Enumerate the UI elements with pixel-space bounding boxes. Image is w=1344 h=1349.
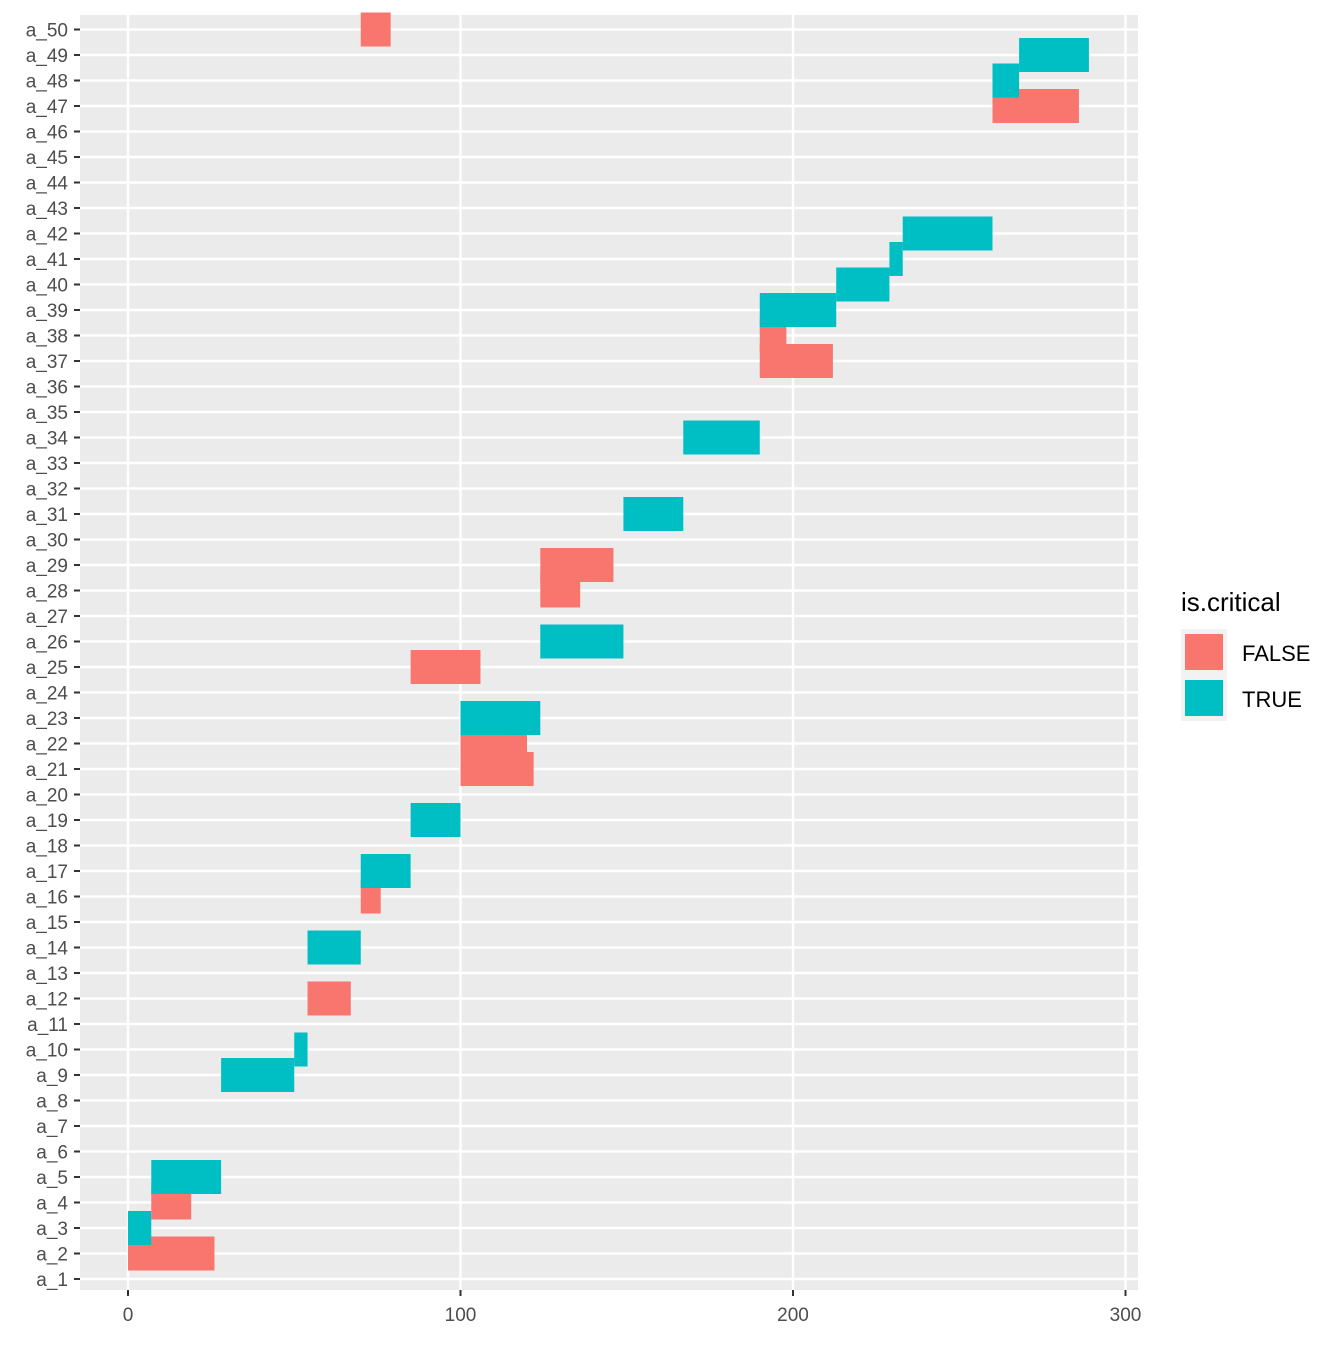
y-tick-label: a_26	[26, 633, 68, 654]
y-tick-label: a_50	[26, 21, 68, 42]
segment-a-31	[623, 497, 684, 531]
segment-a-10	[294, 1032, 308, 1067]
segment-a-23	[460, 701, 541, 735]
y-tick-label: a_25	[26, 658, 68, 679]
segment-a-9	[221, 1058, 295, 1092]
y-tick-label: a_23	[26, 709, 68, 730]
y-tick-label: a_6	[36, 1143, 68, 1164]
y-tick-label: a_22	[26, 735, 68, 756]
y-tick-label: a_3	[36, 1219, 68, 1240]
segment-a-40	[836, 267, 890, 302]
segment-layer	[128, 12, 1089, 1271]
y-tick-label: a_27	[26, 607, 68, 628]
x-tick-label: 300	[1110, 1305, 1142, 1326]
y-tick-label: a_8	[36, 1092, 68, 1113]
segment-a-39	[759, 293, 837, 327]
y-tick-label: a_21	[26, 760, 68, 781]
y-tick-label: a_24	[26, 684, 69, 705]
segment-a-34	[683, 420, 760, 455]
segment-a-5	[151, 1160, 222, 1194]
legend-label-true: TRUE	[1242, 687, 1302, 712]
segment-a-29	[540, 548, 614, 582]
y-tick-label: a_32	[26, 480, 68, 501]
x-tick-label: 200	[777, 1305, 809, 1326]
y-tick-label: a_47	[26, 97, 68, 118]
segment-a-17	[360, 854, 411, 888]
legend-label-false: FALSE	[1242, 641, 1310, 666]
legend-key-true	[1185, 680, 1223, 716]
y-tick-label: a_7	[36, 1117, 68, 1138]
y-tick-label: a_19	[26, 811, 68, 832]
y-tick-label: a_14	[26, 939, 69, 960]
y-tick-label: a_35	[26, 403, 68, 424]
y-tick-label: a_44	[26, 174, 69, 195]
segment-a-14	[307, 930, 361, 965]
y-tick-label: a_36	[26, 378, 68, 399]
y-tick-label: a_37	[26, 352, 68, 373]
y-tick-label: a_39	[26, 301, 68, 322]
y-tick-label: a_18	[26, 837, 68, 858]
y-tick-label: a_31	[26, 505, 68, 526]
y-tick-label: a_41	[26, 250, 68, 271]
y-tick-label: a_20	[26, 786, 68, 807]
legend-key-false	[1185, 634, 1223, 670]
y-tick-label: a_16	[26, 888, 68, 909]
grid-layer	[80, 15, 1138, 1290]
y-tick-label: a_15	[26, 913, 68, 934]
x-tick-label: 100	[445, 1305, 477, 1326]
segment-a-19	[410, 803, 461, 837]
y-tick-label: a_38	[26, 327, 68, 348]
segment-a-3	[128, 1211, 152, 1245]
y-tick-label: a_33	[26, 454, 68, 475]
y-tick-label: a_40	[26, 276, 68, 297]
legend: is.critical FALSE TRUE	[1181, 587, 1310, 721]
y-tick-label: a_46	[26, 123, 68, 144]
segment-a-49	[1019, 38, 1089, 72]
legend-title: is.critical	[1181, 587, 1281, 617]
y-tick-label: a_12	[26, 990, 68, 1011]
y-tick-label: a_29	[26, 556, 68, 577]
x-tick-label: 0	[123, 1305, 134, 1326]
segment-a-50	[360, 12, 391, 47]
y-tick-label: a_10	[26, 1041, 68, 1062]
y-tick-label: a_42	[26, 225, 68, 246]
y-tick-label: a_17	[26, 862, 68, 883]
y-tick-label: a_30	[26, 531, 68, 552]
segment-a-42	[902, 216, 993, 251]
y-tick-label: a_34	[26, 429, 69, 450]
y-tick-label: a_11	[27, 1015, 68, 1036]
segment-a-26	[540, 624, 624, 659]
y-tick-label: a_43	[26, 199, 68, 220]
y-tick-label: a_4	[36, 1194, 68, 1215]
y-tick-label: a_5	[36, 1168, 68, 1189]
y-tick-label: a_9	[36, 1066, 68, 1087]
y-tick-label: a_45	[26, 148, 68, 169]
segment-a-25	[410, 650, 481, 684]
segment-a-48	[992, 63, 1020, 98]
x-axis: 0 100 200 300	[123, 1290, 1142, 1326]
y-tick-label: a_2	[36, 1245, 68, 1266]
y-tick-label: a_13	[26, 964, 68, 985]
y-tick-label: a_28	[26, 582, 68, 603]
y-tick-label: a_1	[36, 1270, 68, 1291]
segment-a-12	[307, 981, 351, 1016]
y-axis: a_1 a_2 a_3 a_4 a_5 a_6 a_7 a_8 a_9 a_10 a_11 a_12 a…	[26, 21, 80, 1291]
y-tick-label: a_48	[26, 72, 68, 93]
y-tick-label: a_49	[26, 46, 68, 67]
segment-a-41	[889, 242, 903, 276]
